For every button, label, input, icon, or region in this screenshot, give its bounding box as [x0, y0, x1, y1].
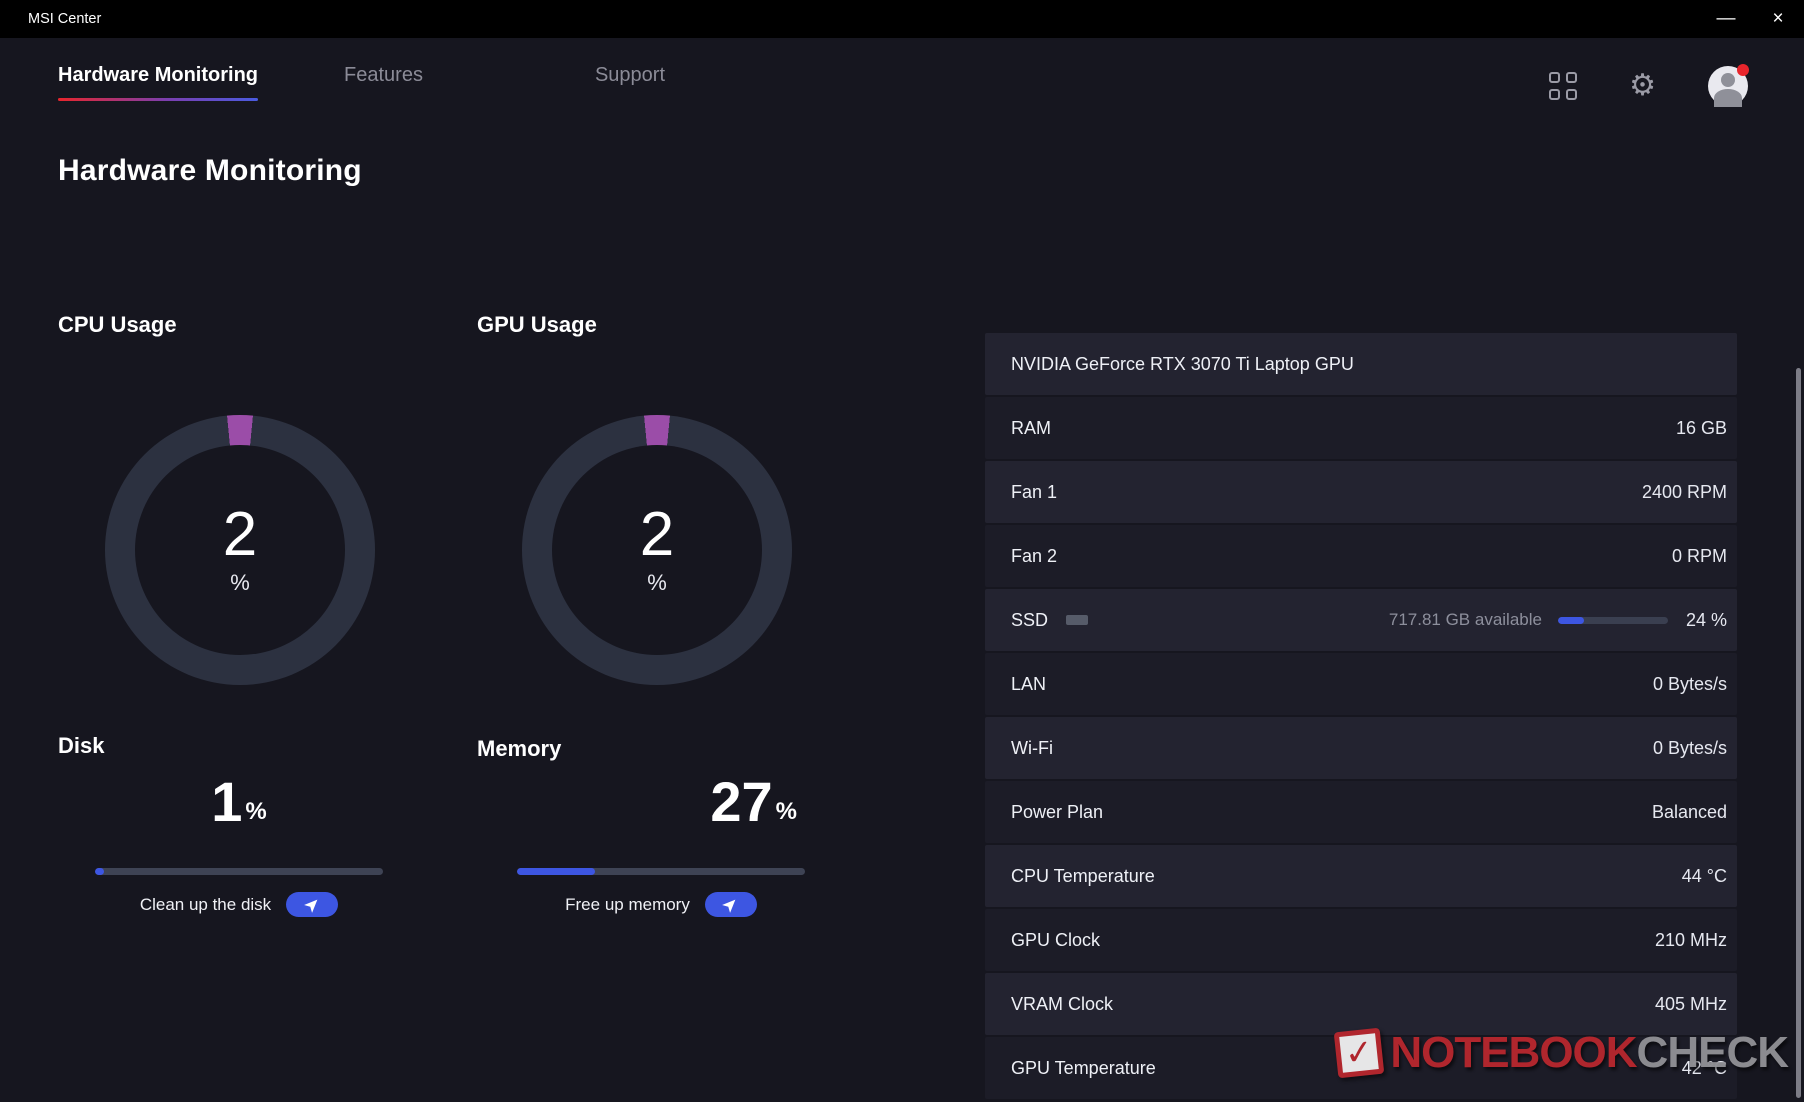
stat-value: 16 GB [1675, 417, 1727, 438]
titlebar: MSI Center — × [0, 0, 1804, 38]
disk-percent-value: 1 [211, 770, 243, 833]
stat-label: GPU Clock [1011, 929, 1101, 950]
scrollbar[interactable] [1796, 368, 1801, 1098]
memory-caption: Free up memory [517, 892, 805, 917]
stat-label: CPU Temperature [1011, 865, 1155, 886]
stat-value: 405 MHz [1654, 993, 1727, 1014]
stat-row-ssd: SSD 717.81 GB available 24 % [985, 589, 1737, 651]
stat-row-fan2: Fan 2 0 RPM [985, 525, 1737, 587]
stat-value: 2400 RPM [1641, 481, 1727, 502]
memory-percent-group: 27 % [517, 768, 805, 830]
stat-row-ram: RAM 16 GB [985, 397, 1737, 459]
memory-label: Memory [477, 736, 562, 761]
notebookcheck-check-icon: ✓ [1334, 1027, 1385, 1079]
stat-row-wifi: Wi-Fi 0 Bytes/s [985, 717, 1737, 779]
gpu-name: NVIDIA GeForce RTX 3070 Ti Laptop GPU [1011, 353, 1354, 374]
gpu-usage-gauge: 2 % [522, 415, 792, 685]
stat-label: VRAM Clock [1011, 993, 1114, 1014]
stat-value: 0 Bytes/s [1652, 673, 1727, 694]
cpu-usage-label: CPU Usage [58, 312, 177, 337]
stat-value: Balanced [1651, 801, 1727, 822]
stat-label: SSD [1011, 609, 1049, 630]
tab-hardware-monitoring[interactable]: Hardware Monitoring [58, 64, 258, 101]
stat-row-cpu-temperature: CPU Temperature 44 °C [985, 845, 1737, 907]
disk-label: Disk [58, 733, 105, 758]
stat-value: 210 MHz [1654, 929, 1727, 950]
rocket-icon [722, 899, 736, 913]
watermark-check: CHECK [1636, 1028, 1789, 1077]
cpu-usage-gauge: 2 % [105, 415, 375, 685]
disk-usage-bar [95, 868, 383, 875]
clean-disk-label: Clean up the disk [139, 894, 272, 914]
stat-value: 0 Bytes/s [1652, 737, 1727, 758]
ssd-usage-fill [1557, 616, 1585, 624]
stat-value: 0 RPM [1671, 545, 1727, 566]
check-glyph: ✓ [1343, 1032, 1376, 1074]
gpu-usage-label: GPU Usage [477, 312, 597, 337]
free-memory-button[interactable] [704, 892, 757, 917]
memory-usage-bar [517, 868, 805, 875]
stat-label: Fan 1 [1011, 481, 1058, 502]
tab-support[interactable]: Support [594, 64, 666, 86]
rocket-icon [303, 899, 318, 913]
watermark-notebook: NOTEBOOK [1390, 1028, 1637, 1077]
stat-row-vram-clock: VRAM Clock 405 MHz [985, 973, 1737, 1035]
cpu-usage-value: 2 [222, 500, 258, 569]
gpu-name-row: NVIDIA GeForce RTX 3070 Ti Laptop GPU [985, 333, 1737, 395]
disk-percent-unit: % [245, 798, 267, 825]
minimize-icon[interactable]: — [1716, 8, 1736, 29]
window-controls: — × [1700, 0, 1804, 38]
nav-icons: ⚙ [1549, 64, 1749, 107]
grid-icon[interactable] [1549, 72, 1577, 100]
main-nav: Hardware Monitoring Features Support ⚙ [0, 38, 1804, 107]
disk-usage-fill [95, 868, 104, 875]
disk-caption: Clean up the disk [95, 892, 383, 917]
stat-label: Power Plan [1011, 801, 1104, 822]
disk-percent-group: 1 % [95, 768, 383, 830]
avatar[interactable] [1708, 64, 1749, 107]
close-icon[interactable]: × [1772, 8, 1784, 29]
stat-row-lan: LAN 0 Bytes/s [985, 653, 1737, 715]
cpu-usage-value-group: 2 % [105, 415, 375, 685]
stat-label: LAN [1011, 673, 1047, 694]
memory-percent-unit: % [775, 798, 797, 825]
stat-row-power-plan: Power Plan Balanced [985, 781, 1737, 843]
tab-features[interactable]: Features [344, 64, 423, 86]
clean-disk-button[interactable] [286, 892, 339, 917]
ssd-chip [1066, 615, 1089, 625]
stat-row-gpu-clock: GPU Clock 210 MHz [985, 909, 1737, 971]
stat-value: 24 % [1685, 609, 1727, 630]
ssd-usage-bar [1557, 616, 1668, 624]
gpu-usage-unit: % [647, 570, 667, 595]
notebookcheck-watermark: ✓ NOTEBOOK CHECK [1334, 1027, 1789, 1079]
gpu-usage-value: 2 [639, 500, 675, 569]
stat-value: 44 °C [1681, 865, 1727, 886]
stat-value: 42 °C [1681, 1057, 1727, 1078]
gear-icon[interactable]: ⚙ [1629, 68, 1656, 103]
system-stats-list: NVIDIA GeForce RTX 3070 Ti Laptop GPU RA… [985, 333, 1737, 1101]
memory-usage-fill [517, 868, 595, 875]
gpu-usage-value-group: 2 % [522, 415, 792, 685]
stat-label: RAM [1011, 417, 1051, 438]
free-memory-label: Free up memory [565, 894, 690, 914]
stat-label: GPU Temperature [1011, 1057, 1156, 1078]
stat-row-fan1: Fan 1 2400 RPM [985, 461, 1737, 523]
page-title: Hardware Monitoring [58, 154, 362, 187]
stat-label: Wi-Fi [1011, 737, 1053, 758]
cpu-usage-unit: % [230, 570, 250, 595]
stat-label: Fan 2 [1011, 545, 1058, 566]
window-title: MSI Center [28, 11, 102, 27]
ssd-available-text: 717.81 GB available [1388, 610, 1542, 629]
notification-dot [1737, 64, 1749, 76]
memory-percent-value: 27 [710, 770, 773, 833]
